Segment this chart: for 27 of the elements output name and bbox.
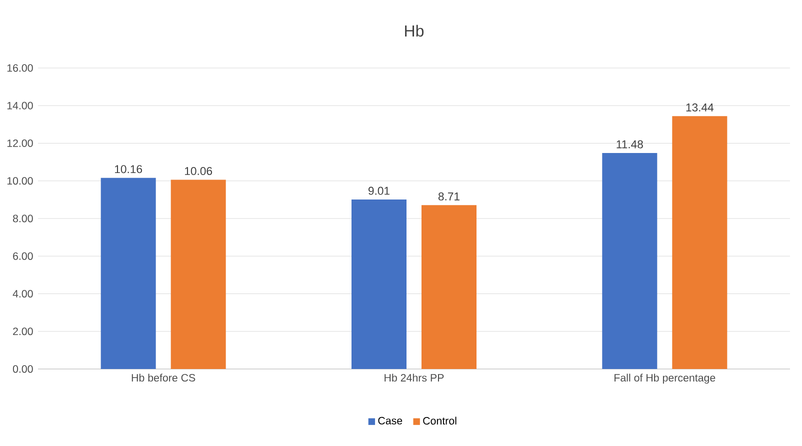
data-label: 11.48	[616, 140, 643, 148]
legend-label: Case	[378, 416, 402, 424]
y-tick-label: 8.00	[12, 214, 33, 222]
y-tick-label: 12.00	[7, 139, 33, 148]
data-label: 8.71	[438, 192, 460, 200]
bar	[602, 153, 658, 369]
data-label: 9.01	[368, 186, 390, 195]
legend-label: Control	[423, 416, 456, 425]
y-tick-label: 10.00	[7, 177, 33, 185]
x-tick-label: Fall of Hb percentage	[614, 374, 716, 384]
y-tick-label: 0.00	[12, 365, 33, 373]
y-tick-label: 16.00	[7, 64, 33, 72]
bar	[352, 199, 407, 369]
data-label: 13.44	[686, 103, 714, 112]
y-tick-label: 4.00	[12, 290, 33, 298]
data-label: 10.16	[115, 165, 142, 174]
y-tick-label: 6.00	[13, 252, 33, 260]
bar	[170, 180, 226, 369]
y-tick-label: 14.00	[7, 102, 33, 110]
data-label: 10.06	[185, 167, 212, 176]
x-tick-label: Hb before CS	[132, 374, 196, 382]
chart-title: Hb	[405, 24, 424, 37]
bar	[672, 116, 728, 369]
bar	[422, 205, 477, 369]
y-tick-label: 2.00	[13, 328, 33, 336]
bar	[100, 178, 156, 369]
x-tick-label: Hb 24hrs PP	[384, 374, 444, 382]
